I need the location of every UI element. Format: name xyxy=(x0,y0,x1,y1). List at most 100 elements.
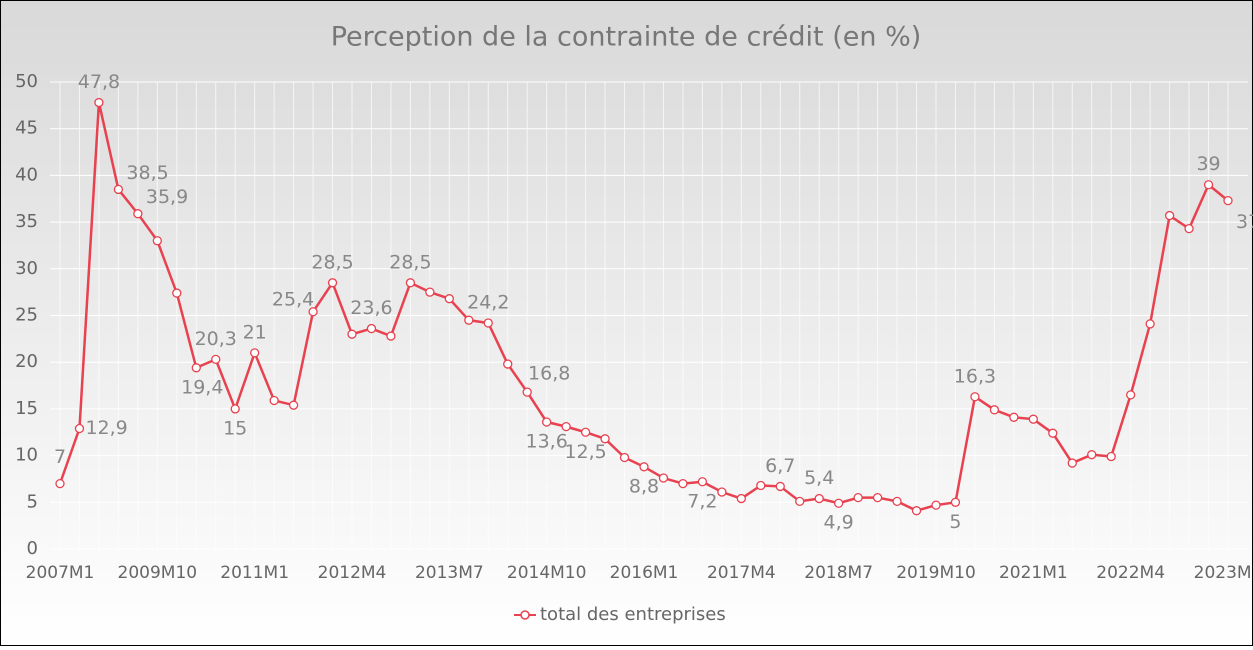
point xyxy=(795,496,805,507)
x-tick-label: 2022M4 xyxy=(1096,563,1165,583)
point xyxy=(1028,414,1038,424)
point xyxy=(269,395,279,406)
data-label: 5,4 xyxy=(804,467,834,489)
data-label: 37,3 xyxy=(1236,211,1253,233)
point xyxy=(834,498,844,508)
point xyxy=(308,307,318,317)
data-label: 7 xyxy=(54,446,66,468)
y-tick-label: 30 xyxy=(15,258,38,279)
point xyxy=(1126,390,1136,400)
data-label: 21 xyxy=(243,321,267,343)
data-label: 8,8 xyxy=(629,475,659,497)
point xyxy=(639,462,649,472)
y-tick-label: 20 xyxy=(15,351,38,372)
data-label: 13,6 xyxy=(526,430,568,452)
x-tick-label: 2019M10 xyxy=(896,563,976,583)
y-tick-label: 15 xyxy=(15,398,38,419)
y-tick-label: 50 xyxy=(15,71,38,92)
x-tick-label: 2021M1 xyxy=(999,563,1068,583)
point xyxy=(366,323,377,334)
point xyxy=(1048,428,1058,438)
y-tick-label: 10 xyxy=(15,445,38,466)
point xyxy=(522,387,532,397)
point xyxy=(872,492,883,503)
point xyxy=(619,452,630,463)
point xyxy=(1145,319,1155,329)
x-tick-label: 2017M4 xyxy=(707,563,776,583)
point xyxy=(152,236,162,246)
y-tick-label: 45 xyxy=(15,118,38,139)
data-label: 28,5 xyxy=(311,251,353,273)
point xyxy=(55,478,65,489)
point xyxy=(503,359,513,369)
data-label: 12,5 xyxy=(564,441,606,463)
x-tick-label: 2018M7 xyxy=(804,563,873,583)
point xyxy=(1223,195,1233,206)
data-label: 12,9 xyxy=(85,417,127,439)
point xyxy=(1087,450,1097,460)
data-label: 28,5 xyxy=(389,251,431,273)
point xyxy=(580,427,591,437)
point xyxy=(386,331,396,341)
point xyxy=(288,400,299,410)
data-label: 20,3 xyxy=(195,328,237,350)
point xyxy=(464,315,474,325)
point xyxy=(892,496,902,507)
data-label: 35,9 xyxy=(146,186,188,208)
data-label: 25,4 xyxy=(272,288,314,310)
point xyxy=(113,184,124,195)
point xyxy=(853,492,863,503)
point xyxy=(561,421,571,432)
x-tick-label: 2011M1 xyxy=(220,563,289,583)
data-label: 23,6 xyxy=(350,297,392,319)
point xyxy=(1009,412,1019,422)
data-label: 15 xyxy=(223,417,247,439)
data-label: 6,7 xyxy=(765,455,795,477)
point xyxy=(814,493,824,504)
point xyxy=(950,497,961,507)
point xyxy=(989,405,1000,415)
x-tick-label: 2016M1 xyxy=(610,563,679,583)
point xyxy=(697,477,708,487)
point xyxy=(211,354,221,365)
point xyxy=(542,417,552,427)
y-tick-label: 0 xyxy=(27,538,38,559)
point xyxy=(1067,458,1077,468)
chart-title: Perception de la contrainte de crédit (e… xyxy=(331,22,922,53)
point xyxy=(1203,180,1214,190)
legend: total des entreprises xyxy=(514,604,726,625)
point xyxy=(405,278,416,288)
data-label: 5 xyxy=(949,511,961,533)
point xyxy=(1106,451,1116,462)
x-tick-label: 2014M10 xyxy=(507,563,587,583)
point xyxy=(94,97,104,108)
point xyxy=(444,294,454,304)
point xyxy=(658,473,669,483)
point xyxy=(736,493,746,504)
legend-marker xyxy=(520,610,530,620)
data-label: 38,5 xyxy=(126,162,168,184)
point xyxy=(970,392,980,402)
point xyxy=(191,363,201,373)
point xyxy=(678,478,688,489)
point xyxy=(1164,210,1175,221)
point xyxy=(250,348,260,358)
point xyxy=(756,480,766,491)
x-tick-label: 2013M7 xyxy=(415,563,484,583)
data-label: 19,4 xyxy=(181,376,223,398)
data-label: 47,8 xyxy=(78,71,120,93)
data-label: 16,8 xyxy=(528,363,570,385)
point xyxy=(1184,223,1194,234)
x-tick-label: 2007M1 xyxy=(26,563,95,583)
point xyxy=(74,423,85,434)
data-label: 39 xyxy=(1196,153,1220,175)
point xyxy=(717,487,727,497)
point xyxy=(172,288,182,298)
point xyxy=(425,287,435,297)
y-tick-label: 25 xyxy=(15,305,38,326)
point xyxy=(483,318,493,328)
data-label: 7,2 xyxy=(687,490,717,512)
